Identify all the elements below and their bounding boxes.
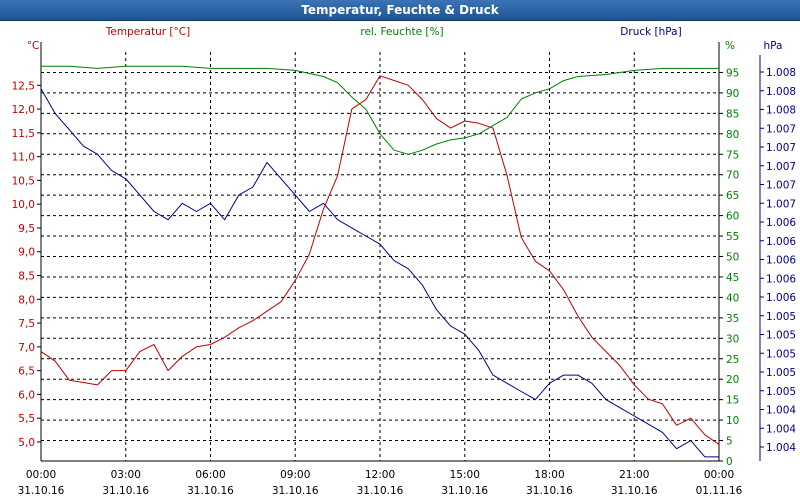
temp-tick-label: 6,0	[18, 389, 35, 401]
press-tick-label: 1.005	[766, 348, 796, 360]
press-tick-label: 1.006	[766, 217, 796, 229]
temperature-line	[40, 75, 720, 445]
x-tick-time: 09:00	[280, 469, 310, 481]
hum-series-label: rel. Feuchte [%]	[360, 26, 443, 38]
temp-tick-label: 11,5	[12, 128, 35, 140]
hum-tick-label: 40	[726, 292, 739, 304]
x-tick-date: 31.10.16	[526, 485, 573, 497]
hum-tick-label: 0	[726, 456, 733, 468]
x-tick-time: 18:00	[534, 469, 564, 481]
hum-tick-label: 95	[726, 67, 739, 79]
press-tick-label: 1.007	[766, 198, 796, 210]
press-tick-label: 1.005	[766, 386, 796, 398]
press-tick-label: 1.008	[766, 67, 796, 79]
humidity-line	[41, 65, 719, 155]
series-lines	[40, 65, 720, 458]
temp-series-label: Temperatur [°C]	[105, 26, 190, 38]
temp-tick-label: 9,5	[18, 223, 35, 235]
x-tick-time: 12:00	[365, 469, 395, 481]
temp-tick-label: 5,5	[18, 413, 35, 425]
hum-tick-label: 5	[726, 436, 733, 448]
temp-tick-label: 11,0	[12, 152, 35, 164]
press-tick-label: 1.008	[766, 105, 796, 117]
hum-tick-label: 20	[726, 374, 739, 386]
x-tick-date: 01.11.16	[696, 485, 743, 497]
grid-lines	[41, 52, 719, 461]
temp-tick-label: 12,0	[12, 104, 35, 116]
temp-tick-label: 6,5	[18, 366, 35, 378]
x-tick-date: 31.10.16	[102, 485, 149, 497]
press-tick-label: 1.006	[766, 236, 796, 248]
temp-tick-label: 8,5	[18, 271, 35, 283]
x-tick-time: 06:00	[195, 469, 225, 481]
x-tick-time: 15:00	[450, 469, 480, 481]
press-tick-label: 1.004	[766, 405, 796, 417]
x-tick-date: 31.10.16	[441, 485, 488, 497]
press-tick-label: 1.006	[766, 255, 796, 267]
x-tick-date: 31.10.16	[357, 485, 404, 497]
hum-tick-label: 65	[726, 190, 739, 202]
hum-tick-label: 45	[726, 272, 739, 284]
press-unit-label: hPa	[764, 40, 783, 52]
press-tick-label: 1.004	[766, 442, 796, 454]
x-tick-date: 31.10.16	[187, 485, 234, 497]
temp-tick-label: 10,0	[12, 199, 35, 211]
hum-tick-label: 90	[726, 88, 739, 100]
temp-tick-label: 10,5	[12, 175, 35, 187]
hum-tick-label: 85	[726, 108, 739, 120]
hum-tick-label: 15	[726, 395, 739, 407]
press-tick-label: 1.005	[766, 367, 796, 379]
press-tick-label: 1.006	[766, 292, 796, 304]
x-tick-date: 31.10.16	[18, 485, 65, 497]
press-series-label: Druck [hPa]	[620, 26, 681, 38]
hum-tick-label: 30	[726, 333, 739, 345]
hum-tick-label: 55	[726, 231, 739, 243]
x-tick-date: 31.10.16	[272, 485, 319, 497]
press-tick-label: 1.007	[766, 142, 796, 154]
chart-axes	[37, 42, 764, 462]
press-tick-label: 1.007	[766, 180, 796, 192]
hum-tick-label: 75	[726, 149, 739, 161]
x-tick-time: 21:00	[619, 469, 649, 481]
hum-tick-label: 80	[726, 129, 739, 141]
hum-tick-label: 60	[726, 211, 739, 223]
press-tick-label: 1.008	[766, 86, 796, 98]
temp-tick-label: 8,0	[18, 294, 35, 306]
hum-tick-label: 25	[726, 354, 739, 366]
hum-tick-label: 50	[726, 252, 739, 264]
temp-tick-label: 12,5	[12, 80, 35, 92]
press-tick-label: 1.007	[766, 123, 796, 135]
hum-unit-label: %	[725, 40, 735, 52]
pressure-line	[40, 88, 719, 458]
temp-unit-label: °C	[27, 40, 40, 52]
x-tick-time: 03:00	[111, 469, 141, 481]
press-tick-label: 1.005	[766, 330, 796, 342]
press-tick-label: 1.006	[766, 273, 796, 285]
temp-tick-label: 7,0	[18, 342, 35, 354]
temp-tick-label: 9,0	[18, 247, 35, 259]
x-tick-date: 31.10.16	[611, 485, 658, 497]
axis-labels: 00:00 31.10.16 03:00 31.10.16 06:00 31.10.16 0…	[12, 26, 797, 497]
x-tick-time: 00:00	[26, 469, 56, 481]
hum-tick-label: 35	[726, 313, 739, 325]
x-tick-time: 00:00	[704, 469, 734, 481]
hum-tick-label: 70	[726, 170, 739, 182]
press-tick-label: 1.007	[766, 161, 796, 173]
temp-tick-label: 5,0	[18, 437, 35, 449]
press-tick-label: 1.005	[766, 311, 796, 323]
hum-tick-label: 10	[726, 415, 739, 427]
press-tick-label: 1.004	[766, 423, 796, 435]
temp-tick-label: 7,5	[18, 318, 35, 330]
window-title: Temperatur, Feuchte & Druck	[0, 0, 800, 21]
